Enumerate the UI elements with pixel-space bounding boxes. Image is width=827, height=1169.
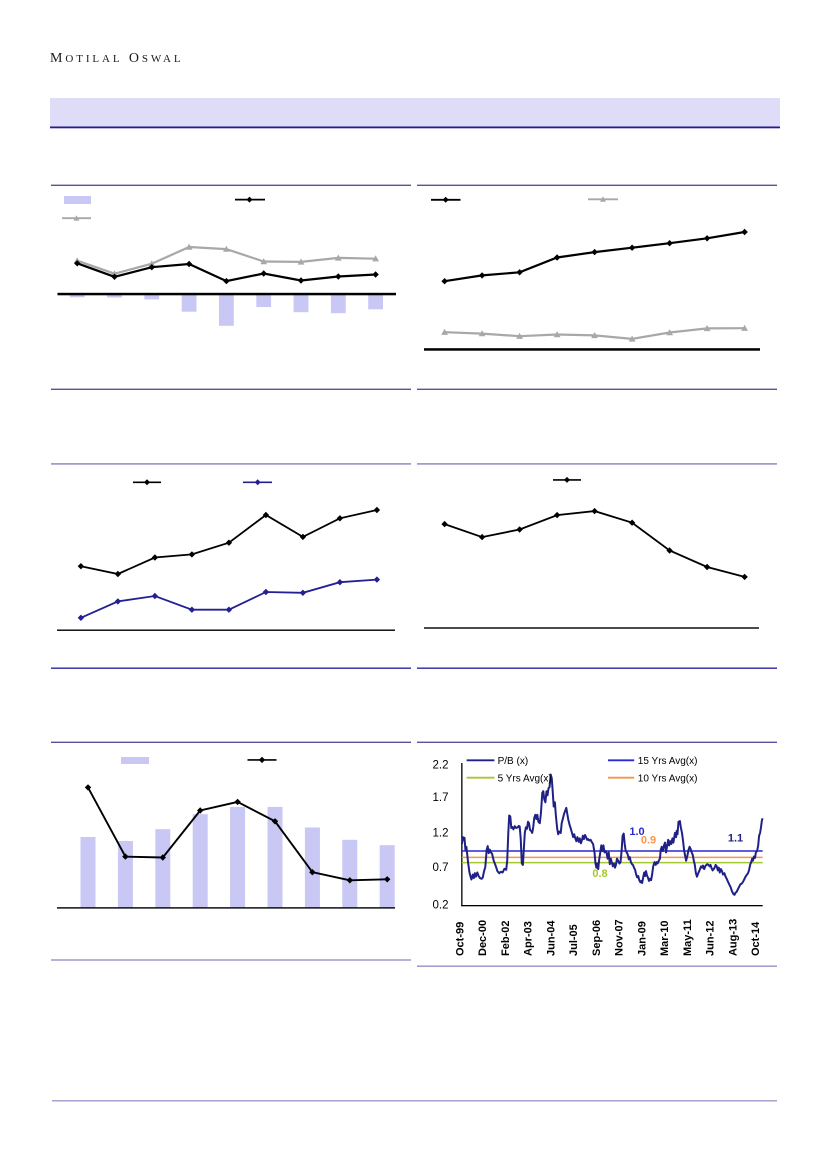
svg-text:0.8: 0.8 <box>592 868 607 880</box>
svg-text:15 Yrs Avg(x): 15 Yrs Avg(x) <box>638 756 698 767</box>
svg-text:Jan-09: Jan-09 <box>636 921 648 956</box>
svg-text:1.7: 1.7 <box>433 792 449 804</box>
svg-text:Feb-02: Feb-02 <box>500 921 512 956</box>
svg-text:Jun-12: Jun-12 <box>705 921 717 956</box>
svg-text:Aug-13: Aug-13 <box>727 919 739 956</box>
svg-text:Mar-10: Mar-10 <box>659 921 671 956</box>
svg-text:Oct-14: Oct-14 <box>750 921 762 956</box>
svg-text:1.1: 1.1 <box>728 833 743 845</box>
svg-text:5 Yrs Avg(x): 5 Yrs Avg(x) <box>498 773 552 784</box>
svg-text:Nov-07: Nov-07 <box>614 919 626 956</box>
svg-text:Jun-04: Jun-04 <box>545 920 557 956</box>
svg-text:1.2: 1.2 <box>433 827 449 839</box>
svg-text:Oct-99: Oct-99 <box>454 922 466 956</box>
svg-text:1.0: 1.0 <box>629 826 644 838</box>
svg-text:May-11: May-11 <box>682 919 694 956</box>
svg-text:2.2: 2.2 <box>433 759 449 771</box>
svg-text:0.2: 0.2 <box>433 899 449 911</box>
svg-text:0.7: 0.7 <box>433 862 449 874</box>
svg-text:Apr-03: Apr-03 <box>523 921 535 956</box>
svg-text:10 Yrs Avg(x): 10 Yrs Avg(x) <box>638 773 698 784</box>
svg-text:Dec-00: Dec-00 <box>477 920 489 956</box>
svg-text:Sep-06: Sep-06 <box>591 920 603 956</box>
svg-text:Jul-05: Jul-05 <box>568 924 580 956</box>
svg-text:P/B (x): P/B (x) <box>498 756 529 767</box>
svg-text:0.9: 0.9 <box>641 834 656 846</box>
